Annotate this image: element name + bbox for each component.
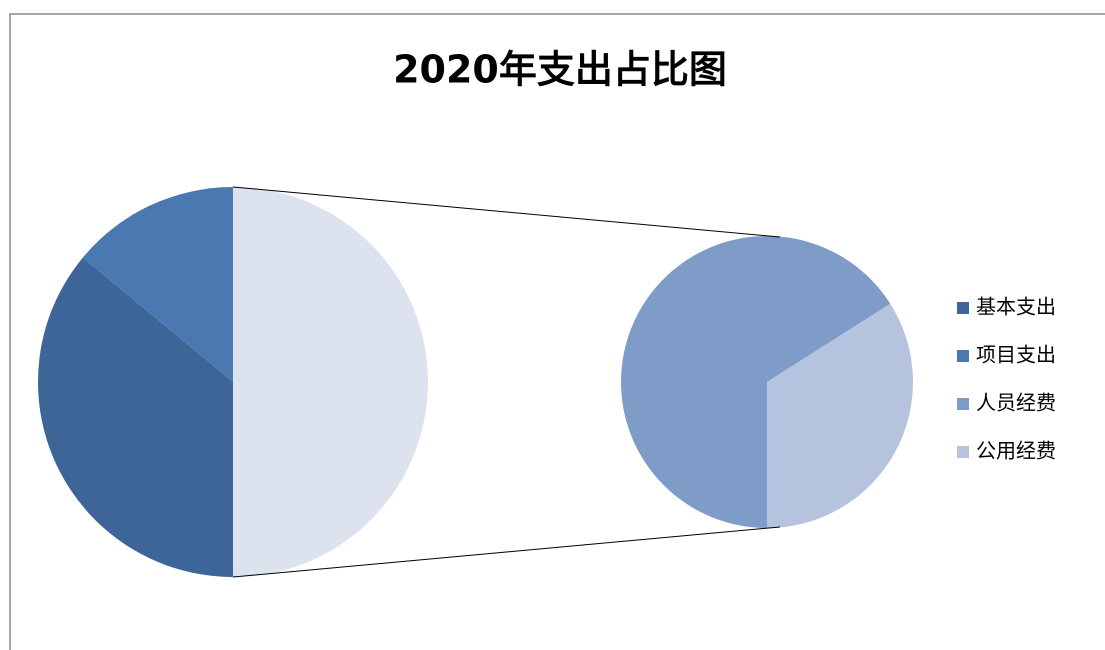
chart-title: 2020年支出占比图 bbox=[393, 48, 727, 92]
legend-swatch bbox=[957, 350, 969, 362]
legend-swatch bbox=[957, 302, 969, 314]
connector-line bbox=[232, 186, 781, 238]
pie-slice bbox=[82, 187, 234, 382]
pie-slice bbox=[621, 236, 891, 529]
pie-slice-other bbox=[233, 187, 428, 577]
legend-label: 项目支出 bbox=[976, 343, 1056, 367]
pie-slice bbox=[38, 257, 234, 577]
legend-swatch bbox=[957, 446, 969, 458]
legend-label: 人员经费 bbox=[976, 391, 1056, 415]
legend-swatch bbox=[957, 398, 969, 410]
legend-label: 基本支出 bbox=[976, 295, 1056, 319]
connector-line bbox=[232, 526, 781, 578]
pie-slice bbox=[767, 303, 913, 528]
legend-label: 公用经费 bbox=[976, 439, 1056, 463]
